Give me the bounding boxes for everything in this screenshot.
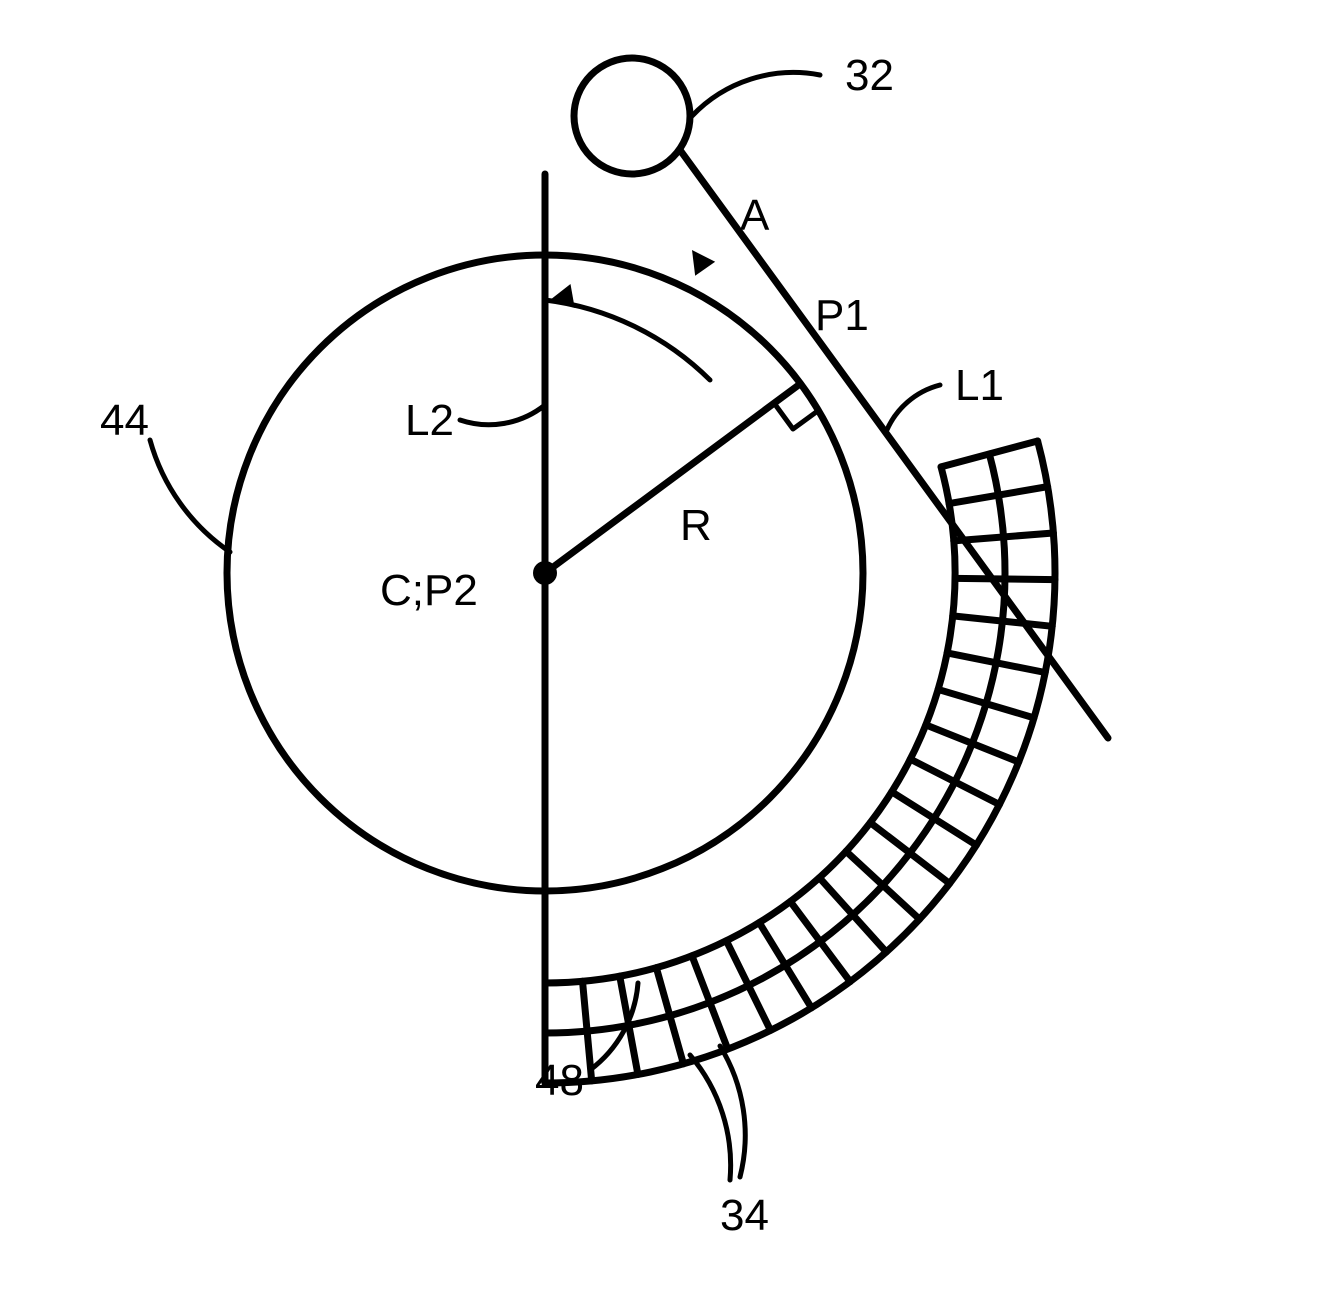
svg-text:L1: L1	[955, 361, 1004, 410]
svg-text:32: 32	[845, 51, 894, 100]
svg-text:P1: P1	[815, 291, 869, 340]
svg-text:A: A	[740, 191, 770, 240]
svg-text:44: 44	[100, 396, 149, 445]
svg-text:48: 48	[535, 1056, 584, 1105]
svg-text:R: R	[680, 501, 712, 550]
svg-text:L2: L2	[405, 396, 454, 445]
svg-text:34: 34	[720, 1191, 769, 1240]
svg-text:C;P2: C;P2	[380, 566, 478, 615]
